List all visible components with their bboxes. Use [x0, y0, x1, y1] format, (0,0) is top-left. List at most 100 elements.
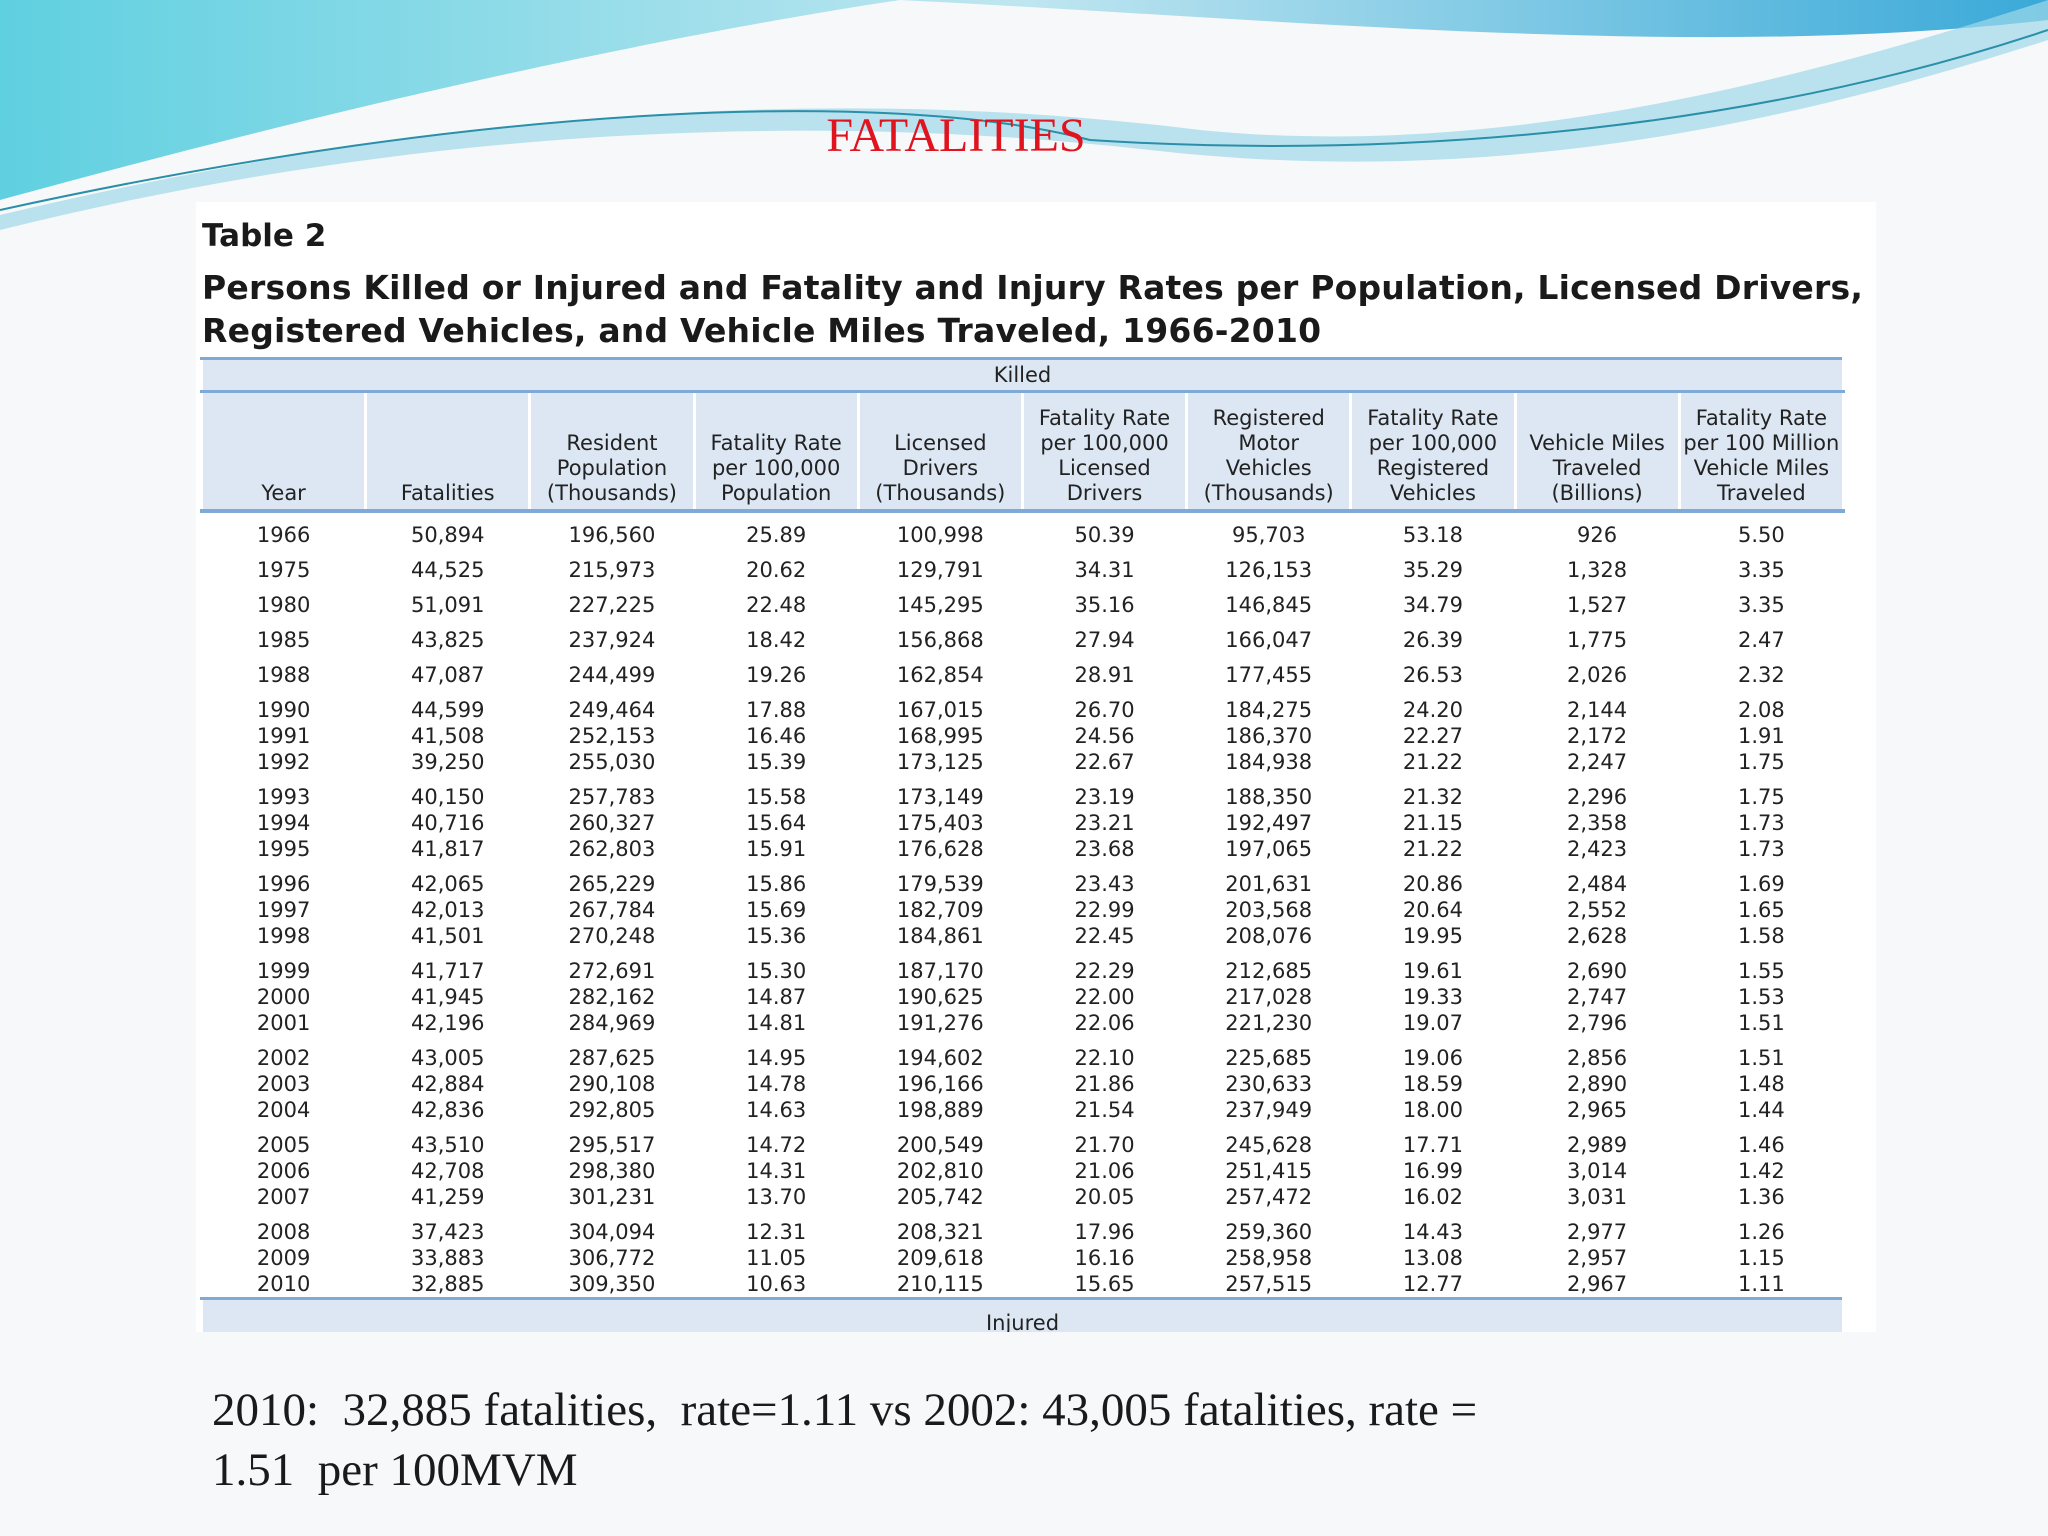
table-cell: 15.69: [746, 898, 807, 922]
table-cell: 26.39: [1402, 628, 1463, 652]
table-row: 1992 39,250 255,030 15.39 173,125 22.67 184,93…: [202, 749, 1844, 775]
table-cell: 196,166: [896, 1072, 984, 1096]
table-cell: 1988: [256, 663, 311, 687]
slide-title: FATALITIES: [826, 109, 1086, 162]
table-cell: 1998: [256, 924, 311, 948]
table-cell: 2,967: [1567, 1272, 1628, 1296]
next-group-row: Injured: [200, 1297, 1845, 1332]
table-cell: 2007: [256, 1185, 311, 1209]
table-cell: 21.86: [1074, 1072, 1135, 1096]
table-cell: 2008: [256, 1220, 311, 1244]
table-cell: 237,949: [1225, 1098, 1313, 1122]
table-cell: 292,805: [568, 1098, 656, 1122]
table-cell: 42,013: [411, 898, 485, 922]
table-cell: 18.00: [1402, 1098, 1463, 1122]
table-cell: 221,230: [1225, 1011, 1313, 1035]
table-cell: 166,047: [1225, 628, 1313, 652]
table-cell: 17.96: [1074, 1220, 1135, 1244]
table-cell: 173,125: [896, 750, 984, 774]
table-cell: 1.36: [1737, 1185, 1785, 1209]
table-cell: 217,028: [1225, 985, 1313, 1009]
table-cell: 201,631: [1225, 872, 1313, 896]
table-cell: 19.26: [746, 663, 807, 687]
table-cell: 16.99: [1402, 1159, 1463, 1183]
column-header: Fatality Rate per 100,000 Population: [692, 391, 860, 513]
table-row: 1995 41,817 262,803 15.91 176,628 23.68 197,06…: [202, 836, 1844, 862]
table-cell: 22.45: [1074, 924, 1135, 948]
table-cell: 162,854: [896, 663, 984, 687]
table-cell: 22.00: [1074, 985, 1135, 1009]
table-cell: 22.10: [1074, 1046, 1135, 1070]
table-row: 2001 42,196 284,969 14.81 191,276 22.06 221,23…: [202, 1010, 1844, 1036]
table-cell: 184,861: [896, 924, 984, 948]
table-cell: 212,685: [1225, 959, 1313, 983]
table-cell: 1.69: [1737, 872, 1785, 896]
table-row: 1994 40,716 260,327 15.64 175,403 23.21 192,49…: [202, 810, 1844, 836]
table-cell: 15.65: [1074, 1272, 1135, 1296]
table-cell: 2,796: [1567, 1011, 1628, 1035]
table-cell: 42,708: [411, 1159, 485, 1183]
table-cell: 258,958: [1225, 1246, 1313, 1270]
table-cell: 2006: [256, 1159, 311, 1183]
table-cell: 1.51: [1737, 1011, 1785, 1035]
table-cell: 209,618: [896, 1246, 984, 1270]
table-cell: 44,525: [411, 558, 485, 582]
table-cell: 21.22: [1402, 750, 1463, 774]
table-cell: 2.32: [1737, 663, 1785, 687]
background-waves: [0, 0, 2048, 230]
table-cell: 100,998: [896, 523, 984, 547]
table-cell: 188,350: [1225, 785, 1313, 809]
table-cell: 18.59: [1402, 1072, 1463, 1096]
table-cell: 13.70: [746, 1185, 807, 1209]
table-cell: 1.53: [1737, 985, 1785, 1009]
column-header: Licensed Drivers (Thousands): [856, 391, 1024, 513]
table-cell: 20.05: [1074, 1185, 1135, 1209]
table-cell: 41,501: [411, 924, 485, 948]
table-cell: 1.44: [1737, 1098, 1785, 1122]
table-cell: 26.53: [1402, 663, 1463, 687]
table-cell: 1.15: [1737, 1246, 1785, 1270]
table-cell: 156,868: [896, 628, 984, 652]
table-cell: 17.71: [1402, 1133, 1463, 1157]
table-cell: 175,403: [896, 811, 984, 835]
column-header: Resident Population (Thousands): [528, 391, 696, 513]
table-cell: 1.55: [1737, 959, 1785, 983]
table-cell: 184,275: [1225, 698, 1313, 722]
table-row: 2004 42,836 292,805 14.63 198,889 21.54 237,94…: [202, 1097, 1844, 1123]
table-cell: 301,231: [568, 1185, 656, 1209]
table-cell: 179,539: [896, 872, 984, 896]
table-cell: 1993: [256, 785, 311, 809]
table-cell: 145,295: [896, 593, 984, 617]
table-cell: 1.91: [1737, 724, 1785, 748]
table-cell: 20.62: [746, 558, 807, 582]
table-cell: 2,144: [1567, 698, 1628, 722]
table-cell: 2,172: [1567, 724, 1628, 748]
group-header: Killed: [200, 357, 1845, 393]
table-cell: 22.27: [1402, 724, 1463, 748]
table-cell: 41,508: [411, 724, 485, 748]
table-cell: 2,690: [1567, 959, 1628, 983]
table-cell: 257,515: [1225, 1272, 1313, 1296]
table-row: 2008 37,423 304,094 12.31 208,321 17.96 259,36…: [202, 1210, 1844, 1245]
table-cell: 245,628: [1225, 1133, 1313, 1157]
table-cell: 2,358: [1567, 811, 1628, 835]
table-cell: 272,691: [568, 959, 656, 983]
table-cell: 2,552: [1567, 898, 1628, 922]
table-cell: 2,247: [1567, 750, 1628, 774]
table-cell: 2002: [256, 1046, 311, 1070]
table-cell: 22.48: [746, 593, 807, 617]
table-cell: 23.43: [1074, 872, 1135, 896]
table-cell: 1966: [256, 523, 311, 547]
table-cell: 19.61: [1402, 959, 1463, 983]
table-cell: 260,327: [568, 811, 656, 835]
table-cell: 1975: [256, 558, 311, 582]
table-caption: Table 2: [202, 218, 327, 254]
table-cell: 249,464: [568, 698, 656, 722]
table-row: 2002 43,005 287,625 14.95 194,602 22.10 225,68…: [202, 1036, 1844, 1071]
table-cell: 17.88: [746, 698, 807, 722]
table-cell: 284,969: [568, 1011, 656, 1035]
table-cell: 12.77: [1402, 1272, 1463, 1296]
table-cell: 2003: [256, 1072, 311, 1096]
table-cell: 41,817: [411, 837, 485, 861]
table-cell: 1980: [256, 593, 311, 617]
